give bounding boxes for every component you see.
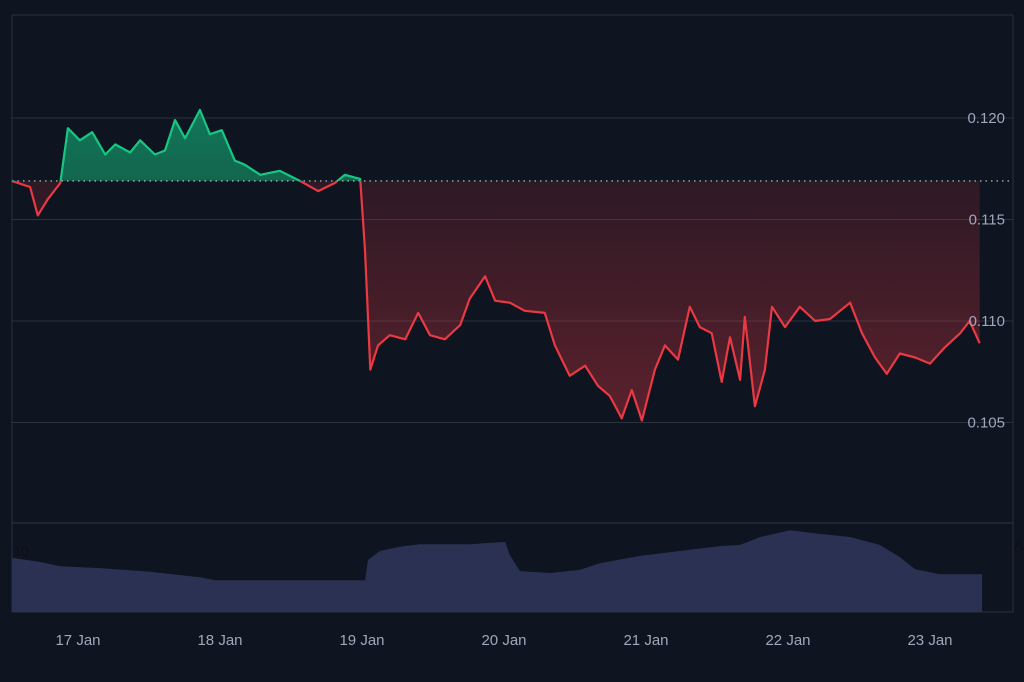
y-tick-label: 0.115	[969, 212, 1005, 229]
price-line-group	[11, 108, 981, 422]
y-axis: 0.120 0.115 0.110 0.105	[967, 110, 1005, 432]
x-tick-label: 21 Jan	[623, 632, 668, 649]
y-tick-label: 0.105	[967, 415, 1005, 432]
y-tick-label: 0.120	[967, 110, 1005, 127]
price-line-above	[11, 108, 362, 181]
y-tick-label: 0.110	[969, 313, 1005, 330]
volume-tick-label: 10	[14, 544, 28, 559]
volume-area	[11, 530, 983, 612]
x-tick-label: 17 Jan	[55, 632, 100, 649]
volume-right-label: A	[1014, 537, 1024, 553]
area-above-baseline	[11, 109, 361, 181]
price-areas	[11, 109, 1013, 421]
x-tick-label: 19 Jan	[339, 632, 384, 649]
x-axis: 17 Jan 18 Jan 19 Jan 20 Jan 21 Jan 22 Jan 23 J…	[55, 632, 952, 649]
x-tick-label: 22 Jan	[765, 632, 810, 649]
x-tick-label: 18 Jan	[197, 632, 242, 649]
x-tick-label: 23 Jan	[907, 632, 952, 649]
volume-panel	[11, 530, 983, 612]
x-tick-label: 20 Jan	[481, 632, 526, 649]
price-line-below	[11, 180, 981, 422]
